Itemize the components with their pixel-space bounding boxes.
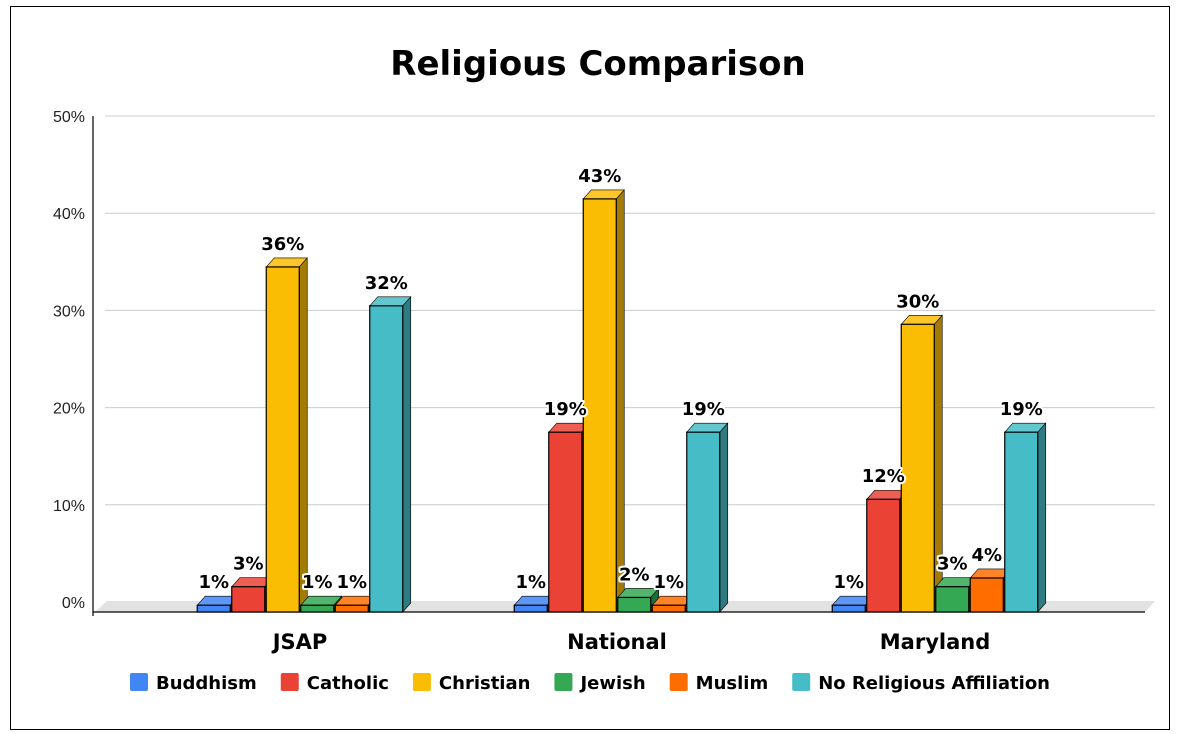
legend-label: Jewish	[578, 673, 645, 694]
legend: Buddhism Catholic Christian Jewish Muslim No …	[129, 673, 1050, 694]
y-tick-label: 10%	[53, 498, 85, 515]
bar-no-religious-affiliation-maryland	[1004, 422, 1047, 613]
y-tick-label: 30%	[53, 303, 85, 320]
data-label: 1%	[653, 572, 684, 593]
data-label: 36%	[261, 234, 304, 255]
legend-item: Buddhism	[129, 673, 257, 694]
legend-swatch	[129, 673, 148, 691]
x-category-label: JSAP	[271, 630, 328, 654]
legend-item: No Religious Affiliation	[792, 673, 1050, 694]
data-label: 12%	[862, 466, 905, 487]
data-label: 1%	[336, 572, 367, 593]
y-axis-ticks: 0% 10% 20% 30% 40% 50%	[53, 109, 85, 612]
data-label: 1%	[833, 572, 864, 593]
data-label: 19%	[682, 399, 725, 420]
data-label: 1%	[515, 572, 546, 593]
legend-swatch	[554, 673, 573, 691]
legend-item: Christian	[412, 673, 531, 694]
y-tick-label: 20%	[53, 401, 85, 418]
y-tick-label: 50%	[53, 109, 85, 126]
data-label: 1%	[302, 572, 333, 593]
data-label: 3%	[233, 554, 264, 575]
data-label: 2%	[619, 564, 650, 585]
data-label: 30%	[896, 291, 939, 312]
bar-christian-jsap	[265, 257, 308, 613]
legend-swatch	[280, 673, 299, 691]
x-category-label: Maryland	[880, 630, 990, 654]
y-tick-label: 40%	[53, 206, 85, 223]
x-category-label: National	[567, 630, 667, 654]
legend-label: Catholic	[307, 673, 389, 694]
data-label: 4%	[971, 545, 1002, 566]
legend-swatch	[412, 673, 431, 691]
data-label: 32%	[365, 273, 408, 294]
legend-item: Jewish	[554, 673, 646, 694]
data-label: 1%	[198, 572, 229, 593]
data-labels: 1%3%36%1% 1%32%1%19%43%2% 1%19%1%12%30%3% 4…	[196, 164, 1044, 595]
bars	[196, 189, 1047, 613]
bar-no-religious-affiliation-jsap	[369, 296, 412, 613]
legend-item: Muslim	[669, 673, 769, 694]
bar-no-religious-affiliation-national	[686, 422, 729, 613]
data-label: 19%	[1000, 399, 1043, 420]
data-label: 19%	[544, 399, 587, 420]
legend-swatch	[669, 673, 688, 691]
legend-label: No Religious Affiliation	[818, 673, 1050, 694]
legend-label: Buddhism	[156, 673, 257, 694]
legend-label: Christian	[439, 673, 531, 694]
bar-buddhism-maryland	[831, 595, 874, 613]
chart-title: Religious Comparison	[390, 44, 805, 84]
y-tick-label: 0%	[62, 595, 85, 612]
legend-item: Catholic	[280, 673, 389, 694]
category-labels: JSAP National Maryland	[271, 630, 991, 654]
legend-label: Muslim	[696, 673, 769, 694]
bar-christian-national	[582, 189, 625, 613]
data-label: 3%	[937, 554, 968, 575]
data-label: 43%	[578, 166, 621, 187]
legend-swatch	[792, 673, 811, 691]
bar-jewish-national	[617, 587, 660, 613]
